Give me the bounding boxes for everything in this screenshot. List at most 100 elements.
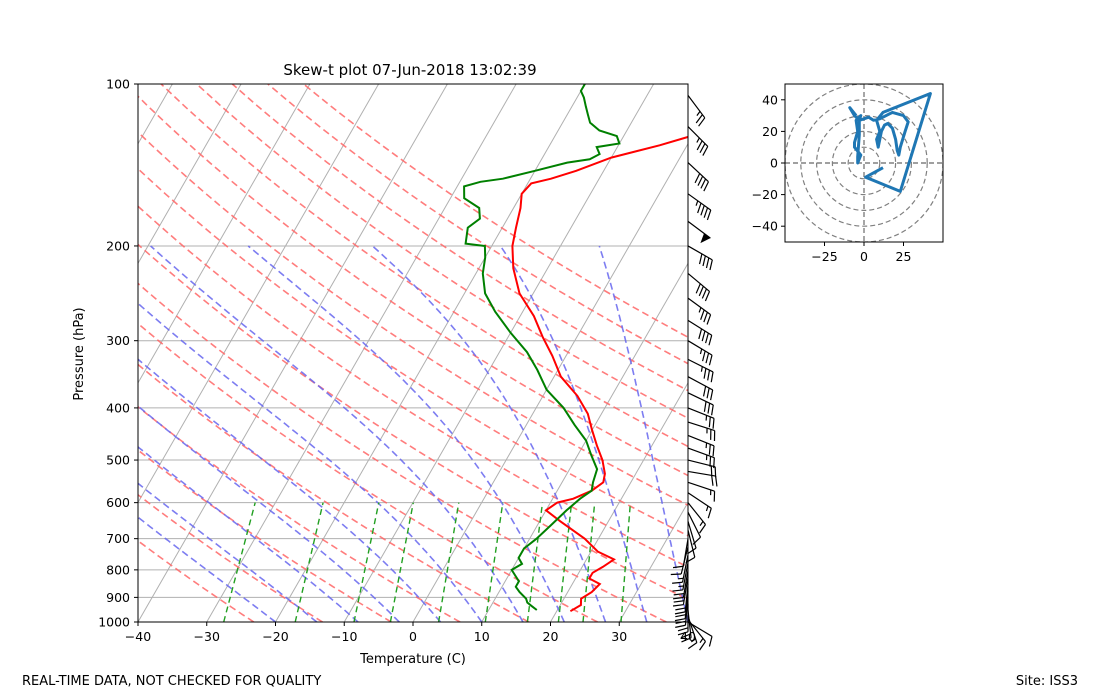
- wind-barb: [672, 576, 689, 607]
- site-label: Site: ISS3: [1015, 674, 1078, 689]
- dry-adiabat: [138, 363, 530, 622]
- mixing-ratio-line: [294, 502, 324, 622]
- x-tick-label: 20: [543, 629, 559, 644]
- skew-t-plot: Skew-t plot 07-Jun-2018 13:02:39 Tempera…: [0, 61, 718, 667]
- isotherm: [206, 84, 517, 622]
- hodograph-x-tick-label: 0: [860, 249, 868, 264]
- x-tick-label: −40: [125, 629, 151, 644]
- dry-adiabat: [138, 539, 255, 622]
- wind-barb: [687, 447, 715, 469]
- mixing-ratio-line: [484, 502, 504, 622]
- dry-adiabat: [138, 205, 688, 568]
- wind-barb: [687, 492, 712, 519]
- hodograph-plot-area: [785, 84, 943, 242]
- mixing-ratio-line: [437, 502, 460, 622]
- moist-adiabat: [598, 245, 688, 622]
- dry-adiabat: [138, 493, 324, 622]
- x-tick-label: 0: [409, 629, 417, 644]
- wind-barb: [687, 126, 709, 156]
- moist-adiabat: [138, 405, 400, 622]
- dry-adiabat: [138, 449, 392, 622]
- y-tick-label: 900: [106, 590, 130, 605]
- isotherm: [138, 84, 242, 265]
- y-tick-label: 800: [106, 562, 130, 577]
- y-tick-label: 200: [106, 238, 130, 253]
- mixing-ratio-line: [557, 502, 573, 622]
- x-tick-label: 30: [611, 629, 627, 644]
- y-tick-label: 600: [106, 495, 130, 510]
- wind-barb: [672, 554, 689, 584]
- wind-barb: [687, 319, 713, 346]
- hodograph-x-tick-label: 25: [896, 249, 912, 264]
- wind-barb: [674, 590, 689, 622]
- dry-adiabat: [138, 243, 688, 601]
- moist-adiabat: [138, 482, 318, 622]
- wind-barb: [687, 481, 716, 502]
- isotherm: [412, 142, 688, 622]
- wind-barb: [672, 569, 689, 600]
- isotherm: [481, 262, 688, 622]
- moist-adiabat: [371, 245, 607, 622]
- dry-adiabat: [231, 84, 688, 392]
- moist-adiabat: [138, 445, 359, 622]
- moist-adiabat: [138, 516, 276, 622]
- wind-barb: [685, 530, 696, 564]
- wind-barb: [687, 392, 714, 416]
- skew-t-frame: [137, 83, 689, 623]
- skew-t-title: Skew-t plot 07-Jun-2018 13:02:39: [283, 61, 536, 79]
- wind-barbs: [670, 95, 718, 651]
- dry-adiabat: [138, 131, 688, 507]
- moist-adiabat: [138, 358, 442, 622]
- x-tick-label: 10: [474, 629, 490, 644]
- hodograph-y-tick-label: 20: [762, 124, 778, 139]
- y-tick-label: 1000: [98, 615, 130, 630]
- isotherm: [550, 381, 688, 622]
- wind-barb: [687, 340, 713, 366]
- wind-barb: [687, 421, 716, 442]
- skew-t-background-lines: [0, 84, 688, 622]
- y-tick-label: 400: [106, 400, 130, 415]
- mixing-ratio-line: [353, 502, 380, 622]
- wind-barb: [672, 562, 689, 592]
- dry-adiabat: [267, 84, 688, 365]
- hodograph-ring: [847, 146, 881, 180]
- mixing-ratio-line: [526, 502, 544, 622]
- hodograph-y-tick-label: −40: [752, 219, 778, 234]
- moist-adiabat: [247, 245, 566, 622]
- wind-barb: [674, 583, 689, 615]
- wind-barb: [687, 358, 714, 383]
- moist-adiabat: [138, 302, 483, 622]
- hodograph-wind-trace: [848, 92, 932, 193]
- hodograph-frame: [784, 83, 944, 243]
- wind-barb: [687, 511, 702, 545]
- isotherm: [618, 501, 688, 622]
- wind-barb: [687, 407, 715, 429]
- wind-barb: [687, 376, 714, 401]
- dry-adiabat: [138, 322, 598, 622]
- hodograph-plot: −25 0 25 40 20 0 −20 −40: [752, 83, 944, 264]
- hodograph-ring: [785, 84, 943, 242]
- temperature-profile-line: [511, 135, 688, 613]
- hodograph-y-tick-label: 0: [770, 156, 778, 171]
- y-tick-label: 300: [106, 333, 130, 348]
- wind-barb: [687, 459, 717, 478]
- mixing-ratio-line: [389, 502, 414, 622]
- dry-adiabat: [138, 95, 688, 477]
- wind-barb: [687, 273, 711, 302]
- wind-barb: [687, 502, 706, 534]
- wind-barb: [675, 597, 689, 628]
- wind-barb: [687, 95, 706, 127]
- isotherm: [0, 84, 104, 622]
- hodograph-x-tick-label: −25: [811, 249, 837, 264]
- wind-barb: [687, 193, 712, 221]
- wind-barb: [677, 603, 689, 636]
- hodograph-ring: [815, 114, 912, 212]
- x-tick-label: −30: [194, 629, 220, 644]
- hodograph-ring: [831, 130, 897, 196]
- wind-barb: [687, 162, 710, 192]
- mixing-ratio-line: [223, 502, 256, 622]
- isotherm: [0, 84, 35, 622]
- y-tick-label: 700: [106, 531, 130, 546]
- wind-barb: [687, 245, 713, 271]
